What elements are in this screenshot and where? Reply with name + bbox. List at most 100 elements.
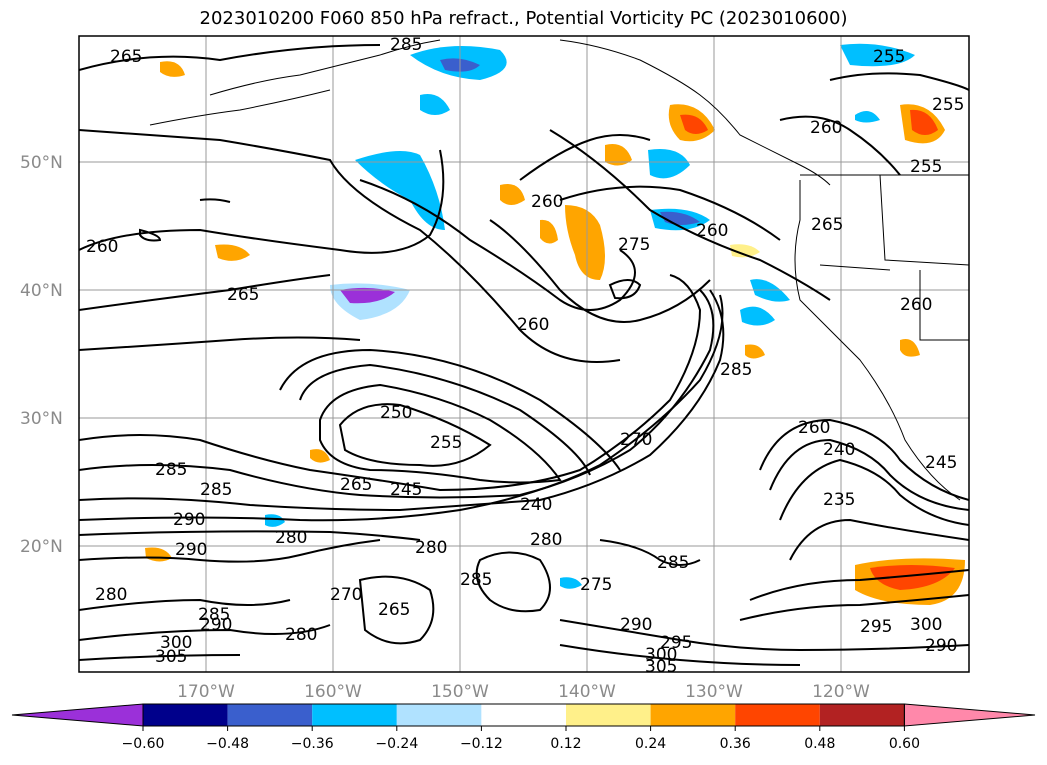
latitude-labels: 20°N 30°N 40°N 50°N bbox=[20, 153, 63, 557]
contour-label: 295 bbox=[660, 633, 692, 653]
lon-label-130w: 130°W bbox=[685, 682, 743, 702]
pv-positive-patch bbox=[900, 339, 920, 357]
contour-label: 285 bbox=[657, 553, 689, 573]
contour-label: 240 bbox=[823, 440, 855, 460]
colorbar-tick-label: 0.12 bbox=[550, 736, 581, 752]
colorbar-tick-label: −0.12 bbox=[460, 736, 503, 752]
pv-negative-patch bbox=[265, 514, 285, 527]
contour-label: 290 bbox=[175, 540, 207, 560]
contour-label: 255 bbox=[910, 157, 942, 177]
contour-label: 260 bbox=[900, 295, 932, 315]
contour-label: 270 bbox=[330, 585, 362, 605]
contour-label: 250 bbox=[380, 403, 412, 423]
contour-label: 280 bbox=[95, 585, 127, 605]
colorbar-tick-label: 0.36 bbox=[720, 736, 751, 752]
contour-label-layer: 265 285 255 255 255 260 260 260 275 260 … bbox=[86, 35, 964, 677]
contour-label: 245 bbox=[925, 453, 957, 473]
contour-label: 260 bbox=[798, 418, 830, 438]
lon-label-140w: 140°W bbox=[558, 682, 616, 702]
contour-label: 255 bbox=[932, 95, 964, 115]
contour-label: 295 bbox=[860, 617, 892, 637]
contour-label: 300 bbox=[910, 615, 942, 635]
colorbar-frame bbox=[142, 703, 905, 727]
colorbar-segment bbox=[650, 704, 736, 726]
pv-positive-patch bbox=[215, 244, 250, 261]
plot-frame bbox=[78, 35, 970, 673]
contour-label: 235 bbox=[823, 490, 855, 510]
contour-label: 255 bbox=[430, 433, 462, 453]
contour-label: 280 bbox=[275, 528, 307, 548]
contour-label: 275 bbox=[580, 575, 612, 595]
colorbar-extend-high bbox=[903, 703, 1036, 727]
lat-label-40n: 40°N bbox=[20, 281, 63, 301]
pv-negative-patch bbox=[560, 577, 582, 589]
pv-positive-patch bbox=[540, 219, 558, 244]
colorbar-segment bbox=[312, 704, 397, 726]
contour-label: 285 bbox=[720, 360, 752, 380]
colorbar-tick-label: 0.60 bbox=[889, 736, 920, 752]
colorbar-segment bbox=[481, 704, 566, 726]
contour-label: 265 bbox=[340, 475, 372, 495]
pv-positive-patch bbox=[680, 114, 708, 134]
lon-label-150w: 150°W bbox=[431, 682, 489, 702]
colorbar-segment bbox=[819, 704, 905, 726]
coastlines bbox=[149, 39, 969, 501]
colorbar-extend-low bbox=[11, 703, 144, 727]
pv-positive-patch bbox=[160, 61, 185, 77]
contour-label: 285 bbox=[390, 35, 422, 55]
contour-label: 260 bbox=[86, 237, 118, 257]
contour-label: 280 bbox=[285, 625, 317, 645]
contour-label: 290 bbox=[173, 510, 205, 530]
colorbar-segment bbox=[143, 704, 228, 726]
colorbar-tick-label: 0.24 bbox=[635, 736, 666, 752]
contour-label: 285 bbox=[155, 460, 187, 480]
contour-label: 275 bbox=[618, 235, 650, 255]
contour-label: 280 bbox=[530, 530, 562, 550]
colorbar-segment bbox=[227, 704, 313, 726]
contour-label: 270 bbox=[620, 430, 652, 450]
colorbar-segment bbox=[396, 704, 482, 726]
colorbar-tick-label: −0.48 bbox=[206, 736, 249, 752]
contour-label: 265 bbox=[811, 215, 843, 235]
longitude-labels: 170°W 160°W 150°W 140°W 130°W 120°W bbox=[177, 682, 870, 702]
colorbar: −0.60 −0.48 −0.36 −0.24 −0.12 0.12 0.24 0.36 0.4… bbox=[11, 703, 1036, 752]
pv-positive-patch bbox=[870, 565, 955, 590]
pv-positive-patch bbox=[605, 144, 632, 166]
contour-label: 305 bbox=[155, 647, 187, 667]
pv-negative-patch bbox=[840, 43, 915, 67]
pv-negative-patch bbox=[648, 149, 690, 179]
contour-label: 290 bbox=[925, 636, 957, 656]
lon-label-120w: 120°W bbox=[812, 682, 870, 702]
pv-negative-patch bbox=[740, 306, 775, 326]
lat-label-30n: 30°N bbox=[20, 409, 63, 429]
contour-label: 290 bbox=[200, 615, 232, 635]
contour-label: 300 bbox=[645, 645, 677, 665]
contour-label: 240 bbox=[520, 495, 552, 515]
contour-label: 265 bbox=[227, 285, 259, 305]
pv-positive-patch bbox=[565, 205, 605, 280]
contour-label: 300 bbox=[160, 633, 192, 653]
contour-label: 260 bbox=[531, 192, 563, 212]
colorbar-segment bbox=[735, 704, 820, 726]
map-title: 2023010200 F060 850 hPa refract., Potent… bbox=[199, 8, 848, 29]
contour-label: 285 bbox=[200, 480, 232, 500]
contour-label: 285 bbox=[460, 570, 492, 590]
contour-label: 260 bbox=[517, 315, 549, 335]
contour-lines bbox=[79, 44, 969, 666]
contour-label: 290 bbox=[620, 615, 652, 635]
colorbar-tick-label: −0.60 bbox=[122, 736, 165, 752]
contour-label: 260 bbox=[696, 221, 728, 241]
graticule bbox=[79, 36, 969, 672]
pv-negative-patch bbox=[855, 111, 880, 123]
lat-label-50n: 50°N bbox=[20, 153, 63, 173]
lon-label-160w: 160°W bbox=[304, 682, 362, 702]
pv-positive-patch bbox=[745, 344, 765, 359]
colorbar-tick-label: −0.36 bbox=[291, 736, 334, 752]
colorbar-tick-label: −0.24 bbox=[375, 736, 418, 752]
pv-fill-layer bbox=[145, 43, 965, 605]
pv-positive-patch bbox=[910, 109, 938, 135]
pv-negative-patch bbox=[420, 94, 450, 115]
contour-label: 245 bbox=[390, 480, 422, 500]
pv-negative-patch bbox=[340, 287, 395, 304]
lon-label-170w: 170°W bbox=[177, 682, 235, 702]
